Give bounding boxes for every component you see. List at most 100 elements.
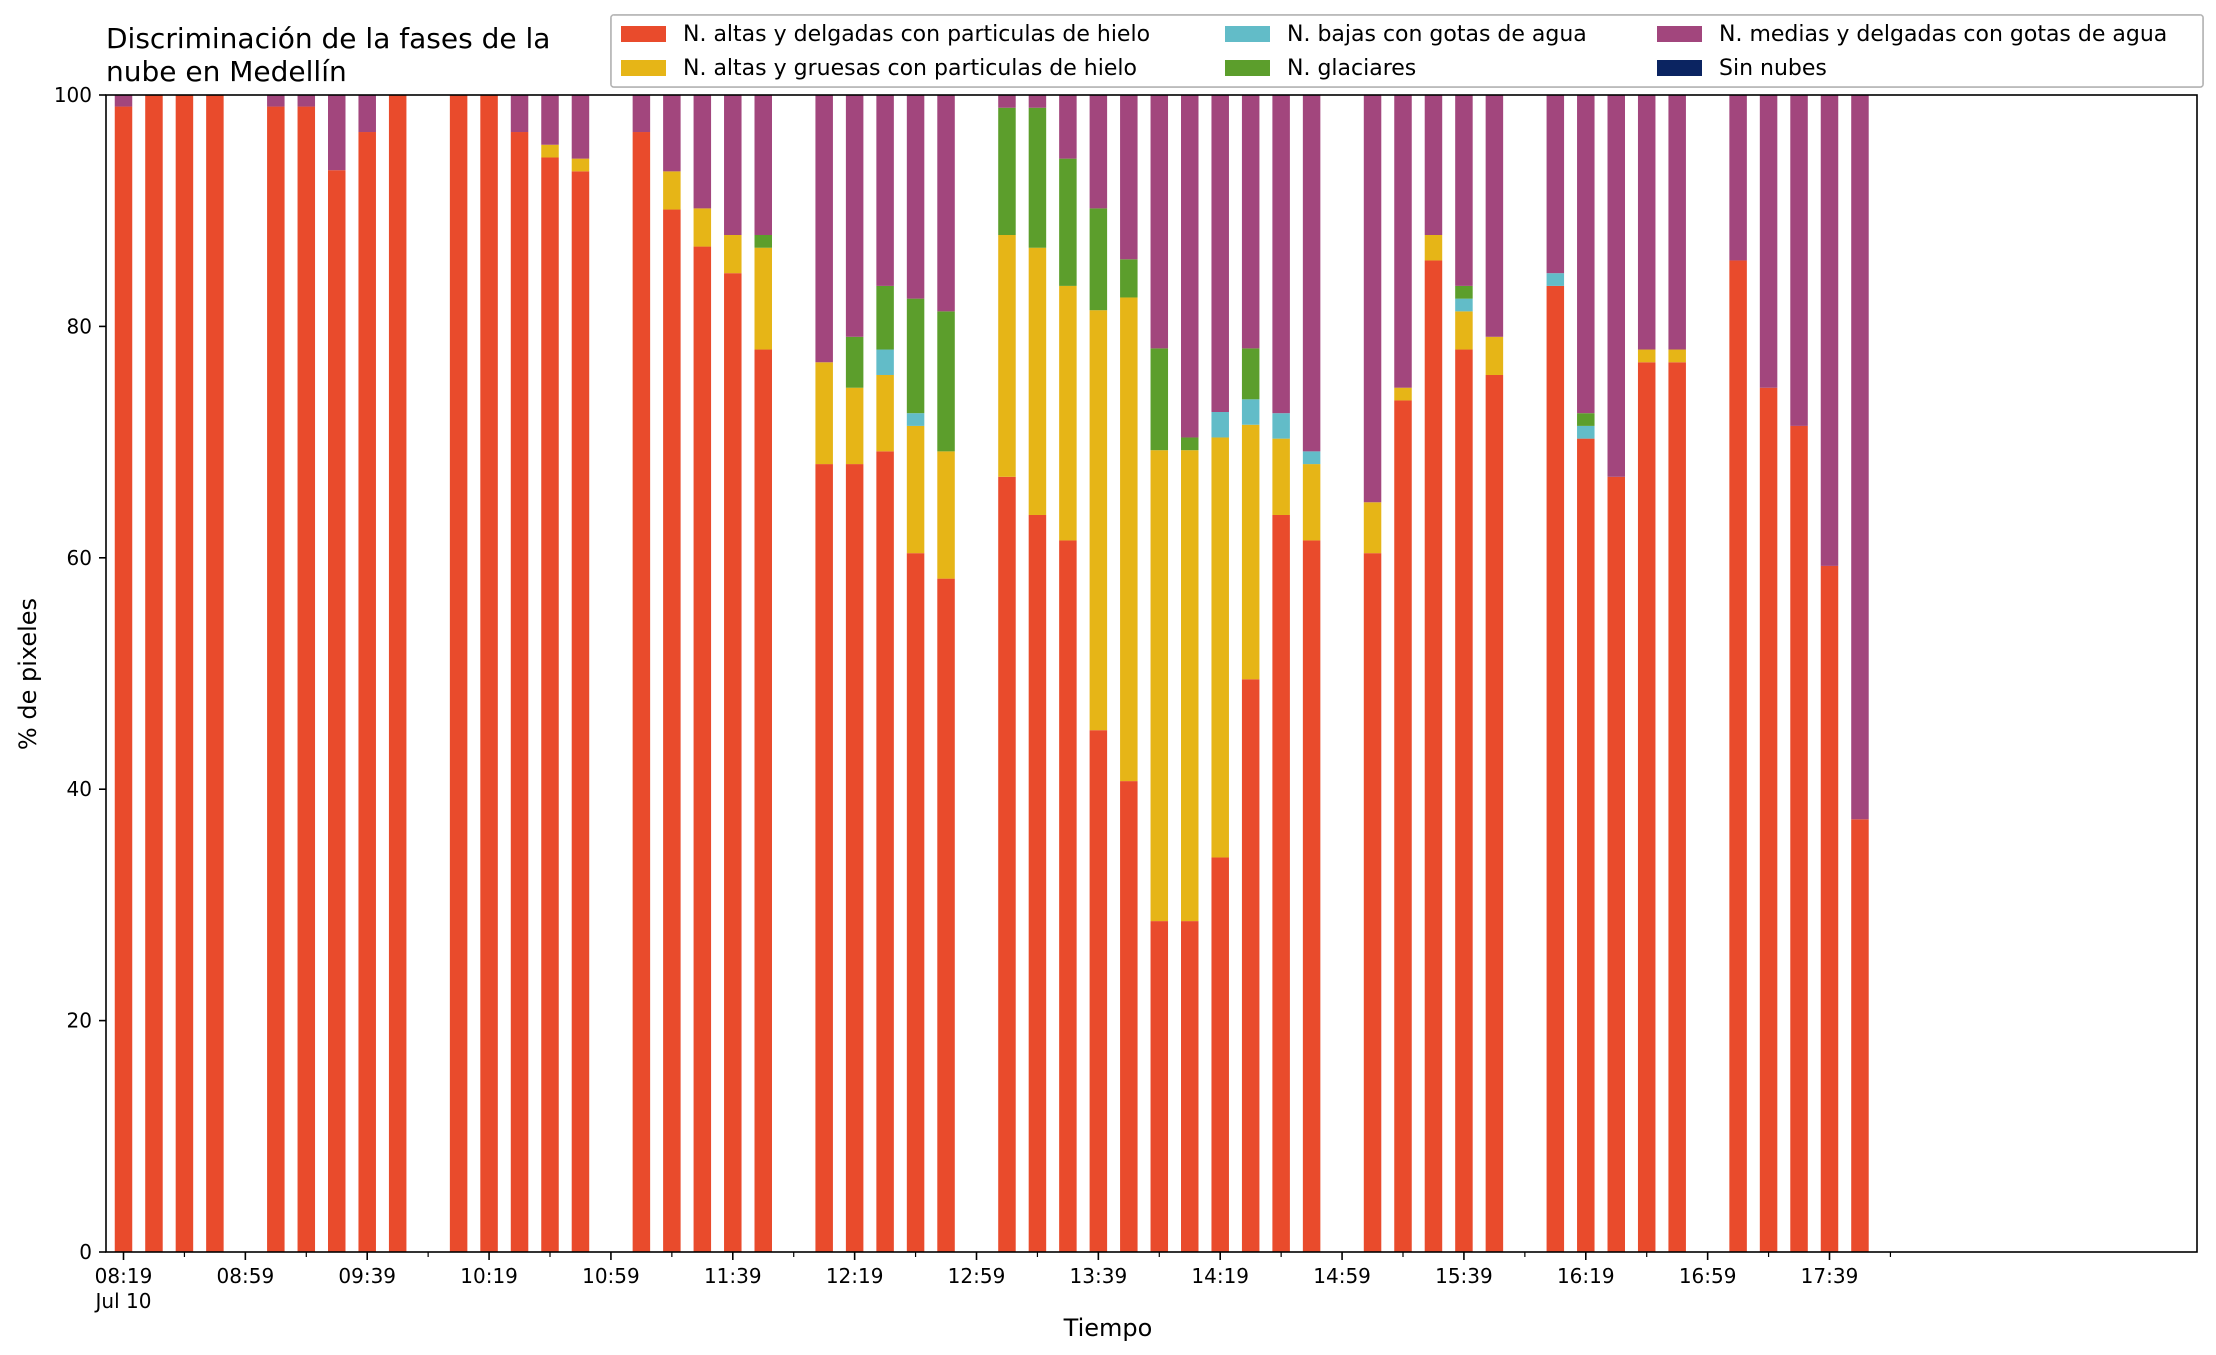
bar-segment (1272, 413, 1290, 439)
bar-segment (1759, 95, 1778, 388)
legend-label: N. bajas con gotas de agua (1287, 21, 1587, 47)
bar-segment (1181, 450, 1199, 922)
bar-segment (663, 171, 681, 210)
bar-segment (1759, 387, 1778, 1253)
bar-segment (998, 476, 1016, 1252)
bar-segment (1120, 259, 1138, 298)
bar-segment (1485, 95, 1504, 337)
bar-segment (1637, 349, 1656, 363)
bar-segment (1455, 298, 1473, 312)
bar-segment (1120, 297, 1138, 782)
bar-segment (571, 158, 590, 172)
plot-frame (105, 94, 2198, 1253)
chart-legend: N. altas y delgadas con particulas de hi… (610, 14, 2204, 88)
bar-segment (845, 336, 864, 388)
bar-segment (297, 95, 316, 107)
bar-segment (114, 95, 133, 107)
bar-segment (1455, 311, 1473, 350)
bar-segment (1150, 95, 1169, 349)
bar-segment (1241, 399, 1260, 425)
bar-segment (663, 209, 681, 1252)
bar-segment (1637, 362, 1656, 1252)
bar-segment (1181, 95, 1199, 438)
bar-segment (1820, 565, 1839, 1252)
y-axis-label: % de pixeles (14, 597, 42, 751)
bar-segment (510, 95, 529, 133)
bar-segment (1302, 464, 1321, 541)
bar-segment (815, 464, 833, 1253)
bar-segment (815, 95, 833, 363)
y-tick-label: 60 (67, 546, 92, 570)
bar-segment (1394, 400, 1412, 1252)
bar-segment (541, 144, 559, 158)
legend-item: N. bajas con gotas de agua (1225, 19, 1587, 49)
bar-segment (1272, 514, 1290, 1252)
bar-segment (1455, 95, 1473, 286)
bar-segment (1241, 348, 1260, 400)
bar-segment (1455, 349, 1473, 1252)
x-tick-label: 08:19 (95, 1264, 153, 1288)
bar-segment (754, 247, 772, 350)
legend-label: N. altas y gruesas con particulas de hie… (683, 55, 1137, 81)
bar-segment (724, 273, 742, 1252)
bar-segment (1424, 260, 1443, 1252)
bar-segment (1211, 95, 1229, 413)
legend-swatch (1225, 26, 1270, 42)
y-tick-label: 20 (67, 1009, 92, 1033)
legend-item: N. altas y delgadas con particulas de hi… (621, 19, 1150, 49)
x-tick-label: 14:59 (1313, 1264, 1371, 1288)
bar-segment (1424, 235, 1443, 261)
bar-segment (906, 95, 925, 299)
bar-segment (1455, 285, 1473, 299)
bar-segment (1181, 437, 1199, 451)
x-tick-label: 16:59 (1679, 1264, 1737, 1288)
bar-segment (845, 95, 864, 337)
x-tick-date-label: Jul 10 (94, 1289, 152, 1313)
bar-segment (1150, 348, 1169, 451)
bar-segment (1150, 450, 1169, 922)
bar-segment (388, 95, 407, 1252)
bar-segment (998, 235, 1016, 477)
bar-segment (1851, 819, 1869, 1252)
bar-segment (1363, 502, 1382, 554)
bar-segment (358, 95, 376, 133)
legend-swatch (1657, 26, 1702, 42)
legend-label: N. glaciares (1287, 55, 1417, 81)
legend-item: N. altas y gruesas con particulas de hie… (621, 53, 1137, 83)
x-tick-label: 15:39 (1435, 1264, 1493, 1288)
bar-segment (724, 235, 742, 274)
x-tick-label: 14:19 (1191, 1264, 1249, 1288)
bar-segment (1607, 95, 1625, 477)
y-tick-label: 0 (79, 1240, 92, 1264)
legend-swatch (621, 60, 666, 76)
bar-segment (632, 132, 651, 1252)
bar-segment (541, 157, 559, 1253)
bar-segment (1089, 310, 1108, 731)
legend-swatch (621, 26, 666, 42)
bar-segment (1028, 95, 1047, 108)
bar-segment (906, 425, 925, 554)
bar-segment (845, 387, 864, 465)
bar-segment (754, 95, 772, 235)
bar-segment (998, 107, 1016, 235)
bar-segment (693, 95, 712, 209)
legend-swatch (1657, 60, 1702, 76)
bar-segment (1120, 781, 1138, 1252)
bar-segment (876, 374, 894, 452)
x-tick-label: 09:39 (338, 1264, 396, 1288)
bar-segment (1181, 921, 1199, 1252)
bar-segment (449, 95, 468, 1252)
bar-segment (1302, 540, 1321, 1252)
x-tick-label: 10:19 (460, 1264, 518, 1288)
bar-segment (693, 246, 712, 1252)
y-tick-label: 80 (67, 314, 92, 338)
bar-segment (510, 132, 529, 1252)
legend-label: Sin nubes (1719, 55, 1827, 81)
bar-segment (1059, 540, 1077, 1252)
bar-segment (1729, 260, 1747, 1252)
bar-segment (1302, 95, 1321, 452)
y-tick-label: 100 (54, 83, 92, 107)
bar-segment (1302, 451, 1321, 465)
bar-segment (1363, 553, 1382, 1252)
